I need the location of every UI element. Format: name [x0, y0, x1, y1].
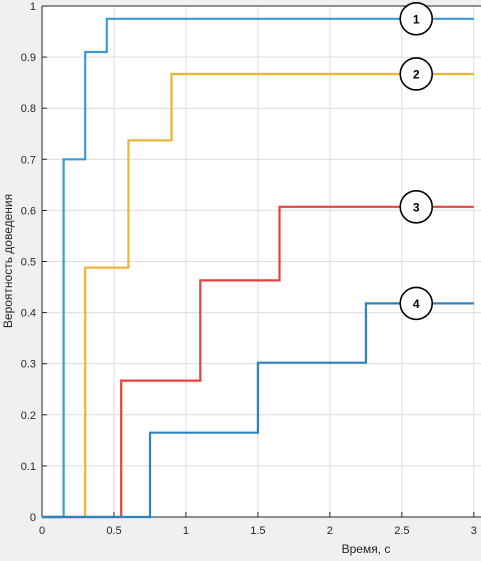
x-tick-label: 1.5 — [250, 525, 265, 537]
y-axis-title: Вероятность доведения — [1, 194, 15, 328]
series-marker-label-4: 4 — [413, 297, 420, 311]
series-marker-circle-4 — [399, 286, 434, 321]
series-marker-label-3: 3 — [413, 200, 420, 214]
series-line-1 — [42, 17, 474, 519]
y-tick-label: 0.9 — [21, 52, 36, 64]
series-line-4 — [42, 302, 474, 519]
y-tick-label: 0.7 — [21, 154, 36, 166]
series-marker-circle-1 — [399, 1, 434, 36]
x-tick-label: 0.5 — [106, 525, 121, 537]
x-tick-label: 2 — [327, 525, 333, 537]
y-tick-label: 0.4 — [21, 308, 36, 320]
data-series — [42, 17, 474, 519]
series-marker-circle-3 — [399, 190, 434, 224]
x-tick-label: 0 — [39, 525, 45, 537]
x-tick-label: 3 — [471, 525, 477, 537]
series-marker-label-1: 1 — [413, 12, 420, 26]
y-tick-label: 0.2 — [21, 410, 36, 422]
y-tick-label: 0.8 — [21, 103, 36, 115]
y-tick-label: 0.3 — [21, 359, 36, 371]
x-tick-label: 2.5 — [394, 525, 409, 537]
series-marker-circle-2 — [399, 57, 434, 91]
y-tick-label: 0.6 — [21, 205, 36, 217]
tick-labels: 0 0.5 1 1.5 2 2.5 3 0 0.1 0.2 0.3 0.4 0.5 0.6 0.7 0.8 0.… — [21, 1, 477, 537]
y-tick-label: 0.1 — [21, 461, 36, 473]
series-line-2 — [42, 72, 474, 519]
x-axis-title: Время, с — [342, 542, 391, 556]
y-tick-label: 0.5 — [21, 257, 36, 269]
series-line-3 — [42, 205, 474, 519]
y-tick-label: 0 — [30, 512, 36, 524]
x-tick-label: 1 — [183, 525, 189, 537]
y-tick-label: 1 — [30, 1, 36, 13]
series-marker-label-2: 2 — [413, 67, 420, 81]
series-markers: 1 2 3 4 — [399, 1, 434, 321]
